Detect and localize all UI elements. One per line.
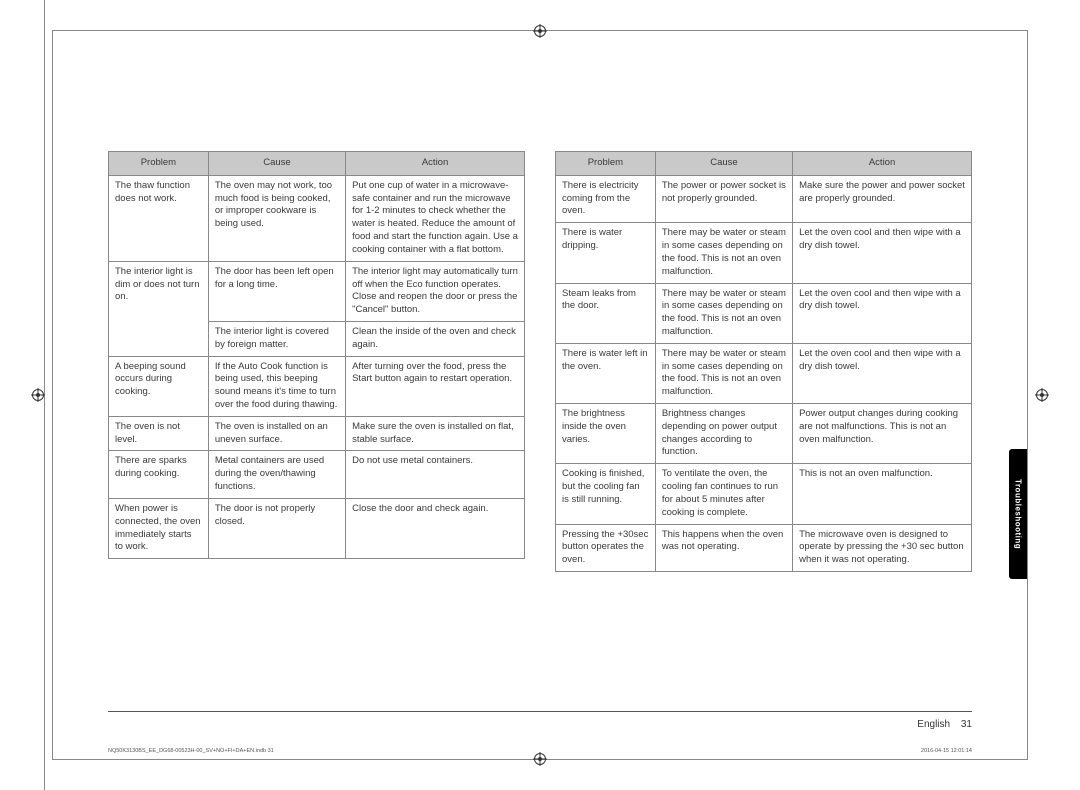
cell-problem: The thaw function does not work. [109,175,209,261]
cell-problem: Pressing the +30sec button operates the … [556,524,656,571]
page-frame: Problem Cause Action The thaw function d… [52,30,1028,760]
cell-problem: The oven is not level. [109,416,209,451]
cell-problem: There is water dripping. [556,223,656,283]
cell-problem: The brightness inside the oven varies. [556,404,656,464]
troubleshooting-table-left: Problem Cause Action The thaw function d… [108,151,525,559]
footer: English 31 [917,719,972,730]
cell-problem: There are sparks during cooking. [109,451,209,498]
registration-mark [1035,388,1049,402]
cell-cause: The oven is installed on an uneven surfa… [208,416,345,451]
table-row: There is water left in the oven.There ma… [556,343,972,403]
cell-cause: The power or power socket is not properl… [655,175,792,222]
col-header-problem: Problem [109,152,209,176]
content-area: Problem Cause Action The thaw function d… [108,151,972,572]
cell-cause: There may be water or steam in some case… [655,343,792,403]
cell-cause: If the Auto Cook function is being used,… [208,356,345,416]
cell-cause: The door is not properly closed. [208,498,345,558]
cell-cause: To ventilate the oven, the cooling fan c… [655,464,792,524]
table-row: Pressing the +30sec button operates the … [556,524,972,571]
cell-problem: Steam leaks from the door. [556,283,656,343]
table-row: There is electricity coming from the ove… [556,175,972,222]
table-row: There is water dripping.There may be wat… [556,223,972,283]
table-row: The thaw function does not work.The oven… [109,175,525,261]
cell-problem: Cooking is finished, but the cooling fan… [556,464,656,524]
cell-problem: The interior light is dim or does not tu… [109,261,209,356]
registration-mark [533,752,547,766]
cell-cause: This happens when the oven was not opera… [655,524,792,571]
cell-action: After turning over the food, press the S… [346,356,525,416]
cell-action: This is not an oven malfunction. [793,464,972,524]
table-row: The oven is not level.The oven is instal… [109,416,525,451]
cell-action: Do not use metal containers. [346,451,525,498]
cell-action: Let the oven cool and then wipe with a d… [793,343,972,403]
footer-rule [108,711,972,712]
col-header-action: Action [793,152,972,176]
cell-problem: There is water left in the oven. [556,343,656,403]
table-row: Cooking is finished, but the cooling fan… [556,464,972,524]
imprint-timestamp: 2016-04-15 12:01:14 [921,748,972,754]
troubleshooting-table-right: Problem Cause Action There is electricit… [555,151,972,572]
cell-cause: The oven may not work, too much food is … [208,175,345,261]
cell-problem: A beeping sound occurs during cooking. [109,356,209,416]
table-header-row: Problem Cause Action [109,152,525,176]
cell-action: Let the oven cool and then wipe with a d… [793,223,972,283]
table-row: The brightness inside the oven varies.Br… [556,404,972,464]
cell-action: Close the door and check again. [346,498,525,558]
cell-cause: The door has been left open for a long t… [208,261,345,321]
registration-mark [31,388,45,402]
table-row: The interior light is dim or does not tu… [109,261,525,321]
cell-problem: There is electricity coming from the ove… [556,175,656,222]
cell-cause: Brightness changes depending on power ou… [655,404,792,464]
table-row: There are sparks during cooking.Metal co… [109,451,525,498]
col-header-problem: Problem [556,152,656,176]
registration-mark [533,24,547,38]
cell-action: The microwave oven is designed to operat… [793,524,972,571]
col-header-cause: Cause [655,152,792,176]
cell-action: Power output changes during cooking are … [793,404,972,464]
footer-page-number: 31 [961,719,972,730]
cell-action: Let the oven cool and then wipe with a d… [793,283,972,343]
imprint-filename: NQ50K3130BS_EE_DG68-00523H-00_SV+NO+FI+D… [108,748,274,754]
cell-action: Make sure the oven is installed on flat,… [346,416,525,451]
table-row: A beeping sound occurs during cooking.If… [109,356,525,416]
table-row: Steam leaks from the door.There may be w… [556,283,972,343]
cell-cause: The interior light is covered by foreign… [208,321,345,356]
section-tab-label: Troubleshooting [1014,479,1023,549]
col-header-action: Action [346,152,525,176]
cell-action: Put one cup of water in a microwave-safe… [346,175,525,261]
right-column: Problem Cause Action There is electricit… [555,151,972,572]
cell-cause: Metal containers are used during the ove… [208,451,345,498]
cell-cause: There may be water or steam in some case… [655,283,792,343]
section-tab: Troubleshooting [1009,449,1027,579]
footer-language: English [917,719,950,730]
table-row: When power is connected, the oven immedi… [109,498,525,558]
table-header-row: Problem Cause Action [556,152,972,176]
cell-action: Make sure the power and power socket are… [793,175,972,222]
col-header-cause: Cause [208,152,345,176]
cell-action: The interior light may automatically tur… [346,261,525,321]
cell-cause: There may be water or steam in some case… [655,223,792,283]
cell-problem: When power is connected, the oven immedi… [109,498,209,558]
left-column: Problem Cause Action The thaw function d… [108,151,525,572]
cell-action: Clean the inside of the oven and check a… [346,321,525,356]
